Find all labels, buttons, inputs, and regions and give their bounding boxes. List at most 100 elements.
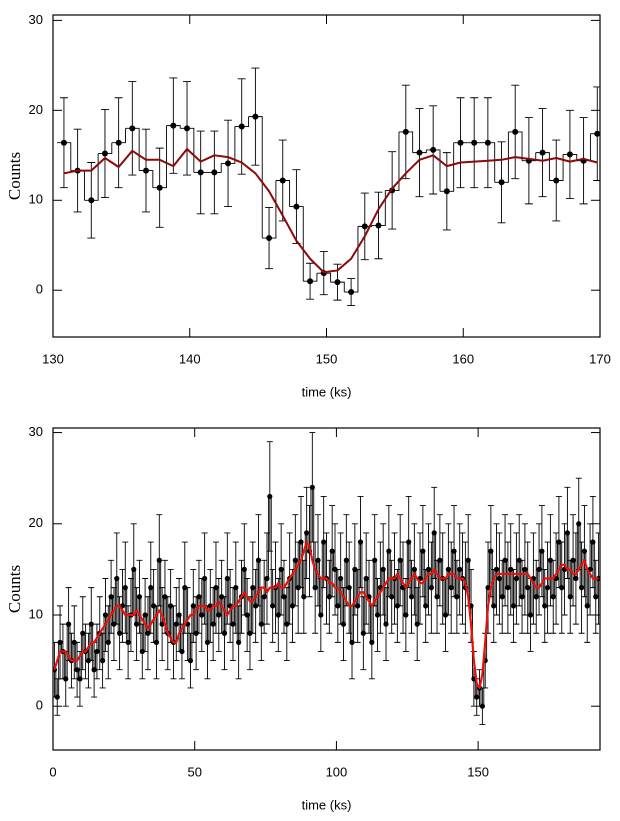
data-point [142,612,148,618]
data-point [136,594,143,600]
data-point [457,566,463,572]
data-point [204,639,211,645]
data-point [451,548,457,554]
data-point [211,169,218,176]
data-point [581,548,588,554]
data-point [499,594,505,600]
data-point [474,694,480,700]
data-point [349,639,355,645]
data-point [224,575,230,582]
x-tick-label: 150 [316,351,338,366]
data-point [292,557,298,563]
data-point [114,575,120,582]
data-point [304,530,310,536]
data-point [238,123,245,130]
data-point [406,539,412,545]
data-point [252,113,259,120]
data-point [91,667,97,673]
data-point [77,676,83,682]
data-point [173,621,179,627]
y-tick-label: 10 [29,192,43,207]
plot-frame [52,427,601,751]
data-point [94,648,100,655]
data-point [131,566,137,572]
x-tick-label: 140 [179,351,201,366]
data-point [253,603,259,609]
data-point [289,603,296,609]
y-tick-label: 0 [36,698,43,713]
data-point [348,289,355,296]
data-point [54,694,60,700]
data-point [293,203,300,210]
data-point [102,612,109,618]
data-point [389,594,395,600]
data-point [340,621,347,627]
data-point [270,603,276,609]
data-point [434,594,440,600]
data-point [343,557,349,563]
data-point [115,139,122,146]
data-point [564,530,571,536]
data-point [525,585,531,591]
data-point [488,548,494,554]
data-point [193,630,199,636]
data-point [264,575,270,582]
data-point [594,130,600,137]
data-point [85,658,92,664]
data-point [168,603,174,609]
data-point [536,566,542,572]
plot-frame [52,14,601,338]
data-point [423,603,429,609]
data-point [315,557,321,563]
x-tick-label: 130 [42,351,64,366]
data-point [394,603,400,609]
data-point [179,648,185,655]
data-point [360,630,366,636]
data-point [374,612,381,618]
data-point [471,139,478,146]
data-point [88,197,95,204]
y-axis-label: Counts [5,152,24,200]
data-point [101,150,108,157]
data-point [445,566,451,572]
data-point [547,557,554,563]
data-point [278,566,284,572]
data-point [457,139,464,146]
data-point [414,621,420,627]
data-point [573,575,579,582]
data-point [266,235,273,242]
data-point [411,566,417,572]
data-point [403,612,409,618]
data-point [484,139,491,146]
plot-area [53,432,600,725]
data-point [408,594,415,600]
data-point [383,621,389,627]
data-point [498,179,505,186]
data-point [416,149,423,156]
data-point [129,125,136,132]
data-point [202,575,208,582]
model-line [53,540,599,690]
data-point [505,585,511,591]
data-point [533,594,539,600]
data-point [281,594,287,600]
data-point [522,566,528,572]
data-point [233,585,239,591]
data-point [352,566,358,572]
x-tick-label: 0 [49,764,56,779]
data-point [372,557,378,563]
plot-area [57,67,600,306]
data-point [145,630,151,636]
data-point [74,667,80,673]
data-point [108,594,114,600]
data-point [216,612,222,618]
x-tick-label: 100 [326,764,348,779]
data-point [363,575,369,582]
y-tick-label: 20 [29,515,43,530]
data-point [309,484,315,490]
data-point [428,585,434,591]
data-point [326,594,332,600]
data-point [125,639,131,645]
